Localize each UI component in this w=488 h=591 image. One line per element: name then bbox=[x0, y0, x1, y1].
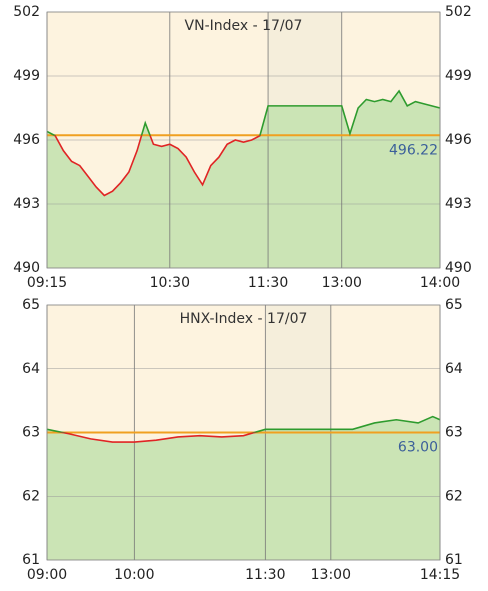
plot-border bbox=[46, 11, 441, 269]
y2-tick-label: 63 bbox=[445, 425, 463, 441]
chart-title: VN-Index - 17/07 bbox=[185, 18, 303, 34]
x-tick-label: 13:00 bbox=[322, 275, 362, 291]
y-tick-label: 64 bbox=[22, 361, 40, 377]
y-tick-label: 490 bbox=[13, 260, 40, 276]
x-tick-label: 14:00 bbox=[420, 275, 460, 291]
y-tick-label: 63 bbox=[22, 425, 40, 441]
x-tick-label: 10:30 bbox=[150, 275, 190, 291]
y2-tick-label: 64 bbox=[445, 361, 463, 377]
index-line bbox=[46, 89, 441, 197]
y-tick-label: 496 bbox=[13, 132, 40, 148]
x-tick-label: 11:30 bbox=[248, 275, 288, 291]
y-tick-label: 62 bbox=[22, 488, 40, 504]
vn-index-chart: 490 490 493 493 496 496 499 499 502 502 09:15 10:30… bbox=[13, 4, 472, 291]
y2-tick-label: 65 bbox=[445, 297, 463, 313]
y2-tick-label: 62 bbox=[445, 488, 463, 504]
y2-tick-label: 493 bbox=[445, 196, 472, 212]
x-tick-label: 13:00 bbox=[311, 567, 351, 583]
x-tick-label: 09:15 bbox=[27, 275, 67, 291]
x-tick-label: 14:15 bbox=[420, 567, 460, 583]
y2-tick-label: 496 bbox=[445, 132, 472, 148]
y2-tick-label: 490 bbox=[445, 260, 472, 276]
x-tick-label: 11:30 bbox=[245, 567, 285, 583]
y-tick-label: 493 bbox=[13, 196, 40, 212]
y2-tick-label: 61 bbox=[445, 552, 463, 568]
y2-tick-label: 499 bbox=[445, 68, 472, 84]
y-tick-label: 61 bbox=[22, 552, 40, 568]
y-tick-label: 65 bbox=[22, 297, 40, 313]
chart-title: HNX-Index - 17/07 bbox=[180, 311, 308, 327]
hnx-index-chart: 61 61 62 62 63 63 64 64 65 65 09:00 10:00 11:30 13:00… bbox=[22, 297, 463, 583]
reference-label: 496.22 bbox=[389, 142, 438, 158]
y2-tick-label: 502 bbox=[445, 4, 472, 20]
index-line bbox=[46, 415, 441, 443]
x-tick-label: 10:00 bbox=[114, 567, 154, 583]
y-tick-label: 499 bbox=[13, 68, 40, 84]
y-tick-label: 502 bbox=[13, 4, 40, 20]
reference-label: 63.00 bbox=[398, 440, 438, 456]
plot-border bbox=[46, 304, 441, 561]
x-tick-label: 09:00 bbox=[27, 567, 67, 583]
area bbox=[47, 416, 440, 560]
